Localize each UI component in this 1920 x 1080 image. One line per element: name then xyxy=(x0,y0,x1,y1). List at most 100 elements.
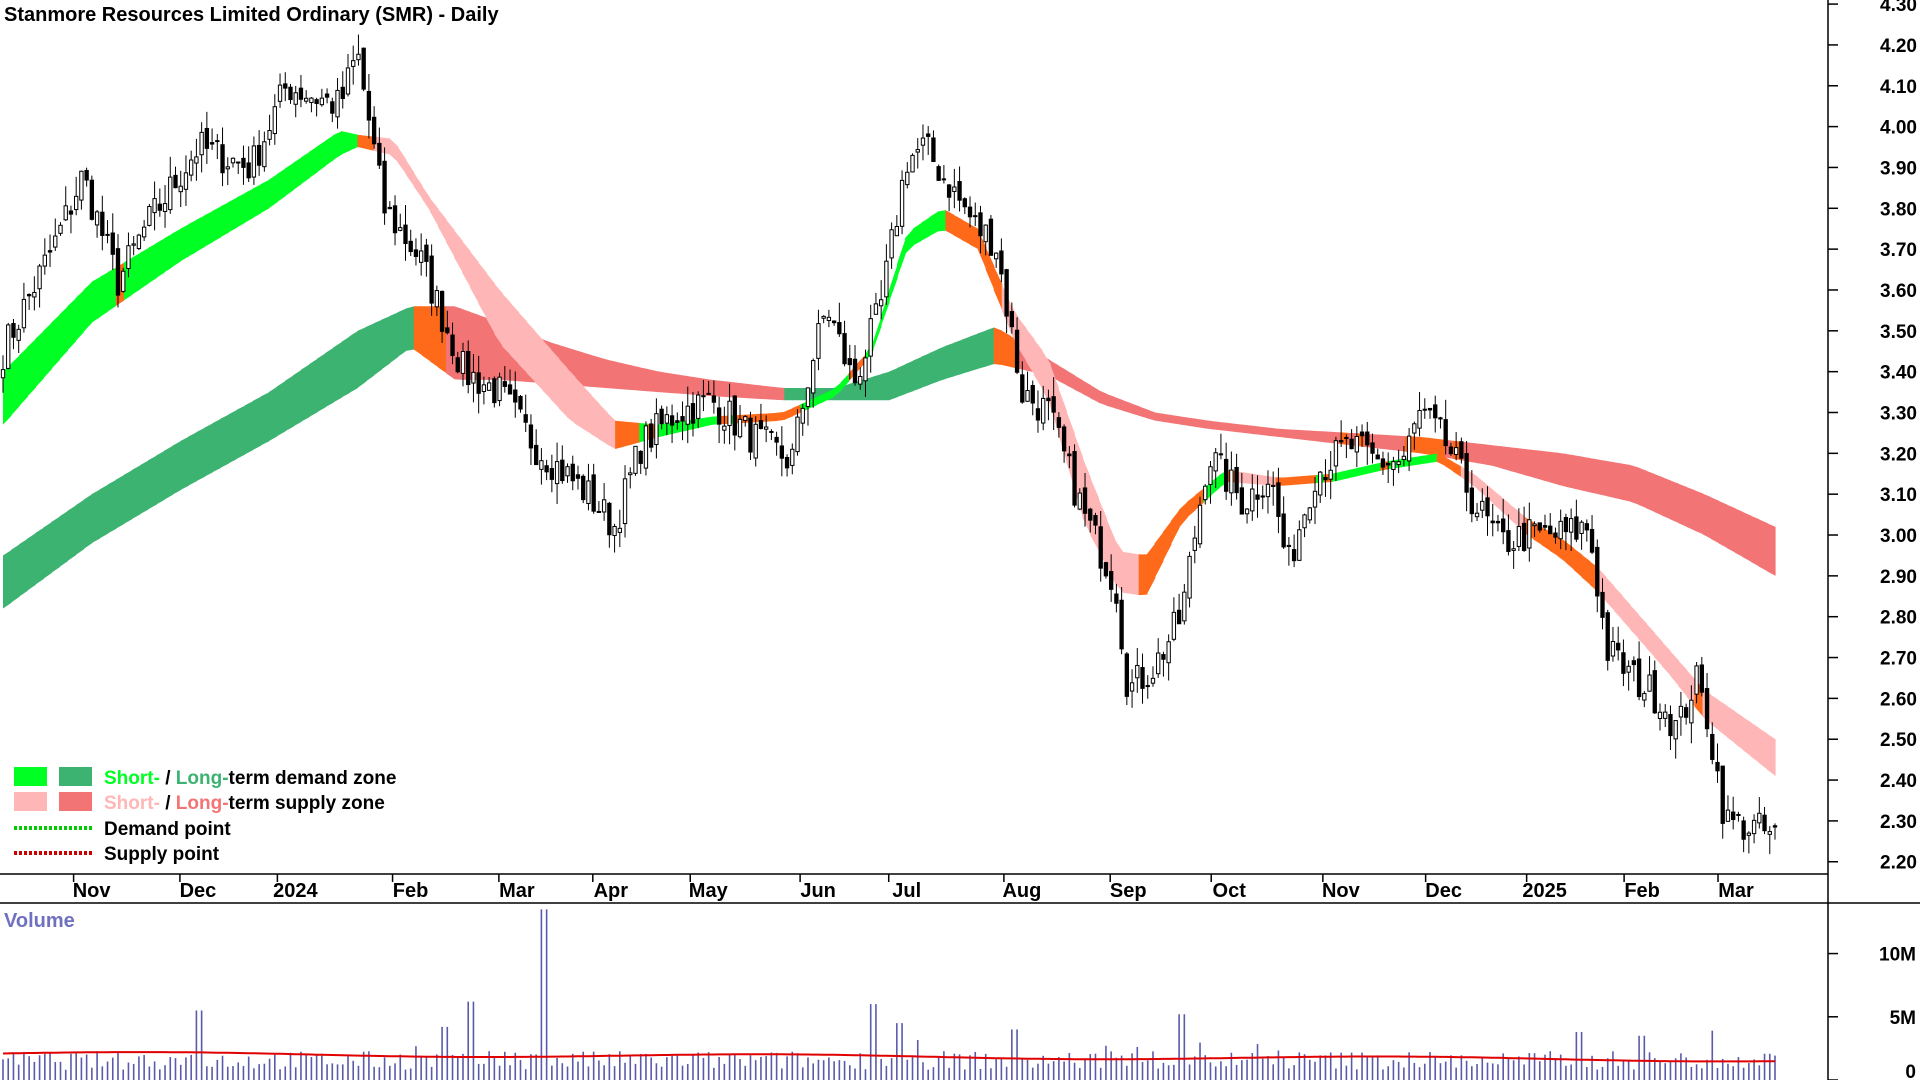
price-tick-label: 2.30 xyxy=(1880,812,1917,833)
zone-band-segment xyxy=(1275,428,1285,438)
time-tick-label: Sep xyxy=(1110,880,1147,902)
zone-band-segment xyxy=(1227,422,1236,432)
zone-band-segment xyxy=(75,499,85,556)
zone-band-segment xyxy=(977,330,987,369)
zone-band-segment xyxy=(1750,722,1760,763)
price-tick-label: 2.50 xyxy=(1880,730,1917,751)
zone-band-segment xyxy=(590,354,600,388)
candle-body xyxy=(1762,814,1767,832)
candle-body xyxy=(774,436,779,443)
zone-band-segment xyxy=(301,364,310,422)
candle-body xyxy=(1511,548,1516,551)
candle-body xyxy=(1464,453,1469,493)
zone-band-segment xyxy=(1195,488,1204,511)
candle-body xyxy=(319,97,325,106)
candle-body xyxy=(858,375,863,385)
legend-swatch-demand-long xyxy=(59,767,92,786)
zone-band-segment xyxy=(526,321,536,382)
candle-body xyxy=(340,86,345,99)
zone-band-segment xyxy=(1573,455,1583,491)
price-tick-label: 4.30 xyxy=(1880,0,1917,16)
candle-body xyxy=(507,384,513,395)
zone-band-segment xyxy=(1323,431,1333,444)
price-tick-label: 3.50 xyxy=(1880,322,1917,343)
candle-body xyxy=(1694,665,1699,695)
zone-band-segment xyxy=(1178,416,1188,426)
zone-band-segment xyxy=(1154,532,1164,578)
candle-body xyxy=(607,502,612,536)
legend-supply-zone: Short- / Long-term supply zone xyxy=(104,793,385,814)
zone-band-segment xyxy=(1211,421,1220,431)
time-tick-label: Oct xyxy=(1213,880,1247,902)
candle-body xyxy=(366,90,372,121)
candle-body xyxy=(753,423,758,459)
candle-body xyxy=(586,480,591,504)
volume-moving-average xyxy=(2,1051,1775,1063)
candle-body xyxy=(1030,385,1035,404)
zone-band-segment xyxy=(889,367,898,401)
candle-body xyxy=(816,323,821,359)
zone-band-segment xyxy=(1356,466,1365,477)
zone-band-segment xyxy=(478,262,487,319)
price-tick-label: 3.00 xyxy=(1880,526,1917,547)
candle-body xyxy=(1652,670,1657,714)
candle-body xyxy=(1291,549,1297,562)
zone-band-segment xyxy=(631,422,640,445)
candle-body xyxy=(1746,832,1752,836)
price-tick-label: 2.40 xyxy=(1880,771,1917,792)
zone-band-segment xyxy=(1235,423,1244,433)
candle-body xyxy=(1150,677,1156,684)
zone-band-segment xyxy=(1533,449,1543,480)
candle-body xyxy=(800,407,805,424)
zone-band-segment xyxy=(1444,457,1454,472)
zone-band-segment xyxy=(574,377,584,429)
zone-band-segment xyxy=(921,353,930,388)
zone-band-segment xyxy=(1557,536,1567,563)
zone-band-segment xyxy=(1476,476,1486,497)
candle-body xyxy=(701,395,706,398)
zone-band-segment xyxy=(1565,453,1575,489)
candle-body xyxy=(141,226,147,238)
zone-band-segment xyxy=(212,418,222,473)
candle-body xyxy=(100,211,105,236)
candle-body xyxy=(94,211,100,226)
candle-body xyxy=(628,472,633,476)
zone-band-segment xyxy=(494,283,503,347)
zone-band-segment xyxy=(1178,501,1188,528)
zone-band-segment xyxy=(913,356,922,391)
candle-body xyxy=(648,423,654,448)
zone-band-segment xyxy=(1122,400,1132,414)
zone-band-segment xyxy=(83,281,93,332)
zone-band-segment xyxy=(1734,508,1744,558)
zone-band-segment xyxy=(1162,413,1172,424)
candle-body xyxy=(654,413,659,446)
candle-body xyxy=(1391,461,1396,470)
time-tick-label: Nov xyxy=(1322,880,1361,902)
candle-body xyxy=(330,101,335,114)
candle-body xyxy=(371,116,377,145)
zone-band-segment xyxy=(937,210,946,232)
candle-body xyxy=(450,334,455,357)
candle-body xyxy=(1051,396,1056,413)
zone-band-segment xyxy=(252,184,262,218)
candle-body xyxy=(868,318,873,357)
zone-band-segment xyxy=(172,228,181,267)
candle-body xyxy=(209,142,215,145)
zone-band-segment xyxy=(51,516,60,573)
zone-band-segment xyxy=(260,392,270,446)
candle-body xyxy=(1103,562,1109,577)
candle-body xyxy=(1605,612,1610,661)
zone-band-segment xyxy=(1283,476,1293,486)
zone-band-segment xyxy=(1630,465,1639,505)
zone-band-segment xyxy=(550,349,560,409)
time-tick-label: Jul xyxy=(892,880,921,902)
zone-band-segment xyxy=(1621,463,1631,502)
zone-band-segment xyxy=(1122,551,1132,594)
candle-body xyxy=(1616,642,1621,651)
candle-body xyxy=(1642,693,1647,701)
time-tick-label: Apr xyxy=(594,880,629,902)
candle-body xyxy=(1250,488,1255,512)
candle-body xyxy=(1359,431,1365,437)
candle-body xyxy=(962,198,967,208)
candle-body xyxy=(1506,530,1511,552)
